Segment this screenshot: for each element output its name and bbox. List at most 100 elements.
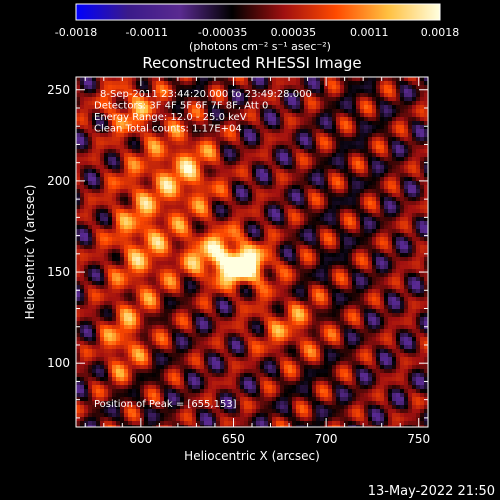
heatmap-cell	[268, 273, 273, 278]
heatmap-cell	[224, 329, 229, 334]
heatmap-cell	[88, 177, 93, 182]
heatmap-cell	[96, 249, 101, 254]
heatmap-cell	[132, 421, 137, 426]
heatmap-cell	[284, 361, 289, 366]
heatmap-cell	[148, 273, 153, 278]
heatmap-cell	[300, 237, 305, 242]
heatmap-cell	[172, 77, 177, 82]
heatmap-cell	[132, 217, 137, 222]
heatmap-cell	[272, 153, 277, 158]
heatmap-cell	[120, 253, 125, 258]
heatmap-cell	[236, 245, 241, 250]
heatmap-cell	[188, 385, 193, 390]
heatmap-cell	[292, 413, 297, 418]
heatmap-cell	[140, 297, 145, 302]
heatmap-cell	[200, 329, 205, 334]
heatmap-cell	[148, 165, 153, 170]
heatmap-cell	[232, 209, 237, 214]
heatmap-cell	[184, 333, 189, 338]
heatmap-cell	[296, 317, 301, 322]
heatmap-cell	[80, 357, 85, 362]
heatmap-cell	[172, 169, 177, 174]
heatmap-cell	[100, 405, 105, 410]
heatmap-cell	[188, 177, 193, 182]
heatmap-cell	[76, 337, 81, 342]
heatmap-cell	[92, 93, 97, 98]
heatmap-cell	[84, 293, 89, 298]
heatmap-cell	[220, 237, 225, 242]
heatmap-cell	[168, 281, 173, 286]
heatmap-cell	[140, 97, 145, 102]
heatmap-cell	[220, 233, 225, 238]
heatmap-cell	[136, 313, 141, 318]
heatmap-cell	[260, 385, 265, 390]
heatmap-cell	[164, 77, 169, 82]
heatmap-cell	[200, 133, 205, 138]
heatmap-cell	[208, 153, 213, 158]
heatmap-cell	[76, 241, 81, 246]
heatmap-cell	[168, 357, 173, 362]
heatmap-cell	[92, 361, 97, 366]
heatmap-cell	[164, 325, 169, 330]
heatmap-cell	[96, 381, 101, 386]
heatmap-cell	[268, 133, 273, 138]
heatmap-cell	[284, 337, 289, 342]
heatmap-cell	[180, 373, 185, 378]
heatmap-cell	[176, 253, 181, 258]
heatmap-cell	[212, 209, 217, 214]
heatmap-cell	[192, 169, 197, 174]
heatmap-cell	[120, 317, 125, 322]
heatmap-cell	[84, 173, 89, 178]
heatmap-cell	[96, 397, 101, 402]
heatmap-cell	[184, 197, 189, 202]
heatmap-cell	[84, 121, 89, 126]
heatmap-cell	[292, 317, 297, 322]
heatmap-cell	[216, 197, 221, 202]
heatmap-cell	[104, 273, 109, 278]
heatmap-cell	[252, 269, 257, 274]
heatmap-cell	[152, 145, 157, 150]
heatmap-cell	[80, 161, 85, 166]
heatmap-cell	[88, 421, 93, 426]
heatmap-cell	[232, 153, 237, 158]
heatmap-cell	[240, 81, 245, 86]
heatmap-cell	[180, 245, 185, 250]
heatmap-cell	[288, 385, 293, 390]
heatmap-cell	[292, 173, 297, 178]
heatmap-cell	[288, 253, 293, 258]
heatmap-cell	[240, 165, 245, 170]
heatmap-cell	[228, 217, 233, 222]
heatmap-cell	[112, 309, 117, 314]
heatmap-cell	[280, 369, 285, 374]
heatmap-cell	[200, 237, 205, 242]
heatmap-cell	[252, 329, 257, 334]
heatmap-cell	[256, 233, 261, 238]
heatmap-cell	[204, 389, 209, 394]
heatmap-cell	[168, 333, 173, 338]
heatmap-cell	[196, 93, 201, 98]
heatmap-cell	[284, 409, 289, 414]
heatmap-cell	[192, 225, 197, 230]
heatmap-cell	[136, 217, 141, 222]
heatmap-cell	[164, 177, 169, 182]
heatmap-cell	[276, 349, 281, 354]
heatmap-cell	[76, 229, 81, 234]
heatmap-cell	[288, 413, 293, 418]
heatmap-cell	[88, 141, 93, 146]
heatmap-cell	[232, 401, 237, 406]
heatmap-cell	[156, 97, 161, 102]
heatmap-cell	[84, 113, 89, 118]
heatmap-cell	[84, 325, 89, 330]
heatmap-cell	[132, 401, 137, 406]
heatmap-cell	[144, 181, 149, 186]
heatmap-cell	[268, 345, 273, 350]
heatmap-cell	[208, 229, 213, 234]
heatmap-cell	[256, 293, 261, 298]
heatmap-cell	[204, 97, 209, 102]
heatmap-cell	[168, 369, 173, 374]
heatmap-cell	[76, 101, 81, 106]
heatmap-cell	[204, 405, 209, 410]
heatmap-cell	[276, 189, 281, 194]
heatmap-cell	[76, 97, 81, 102]
heatmap-cell	[196, 385, 201, 390]
